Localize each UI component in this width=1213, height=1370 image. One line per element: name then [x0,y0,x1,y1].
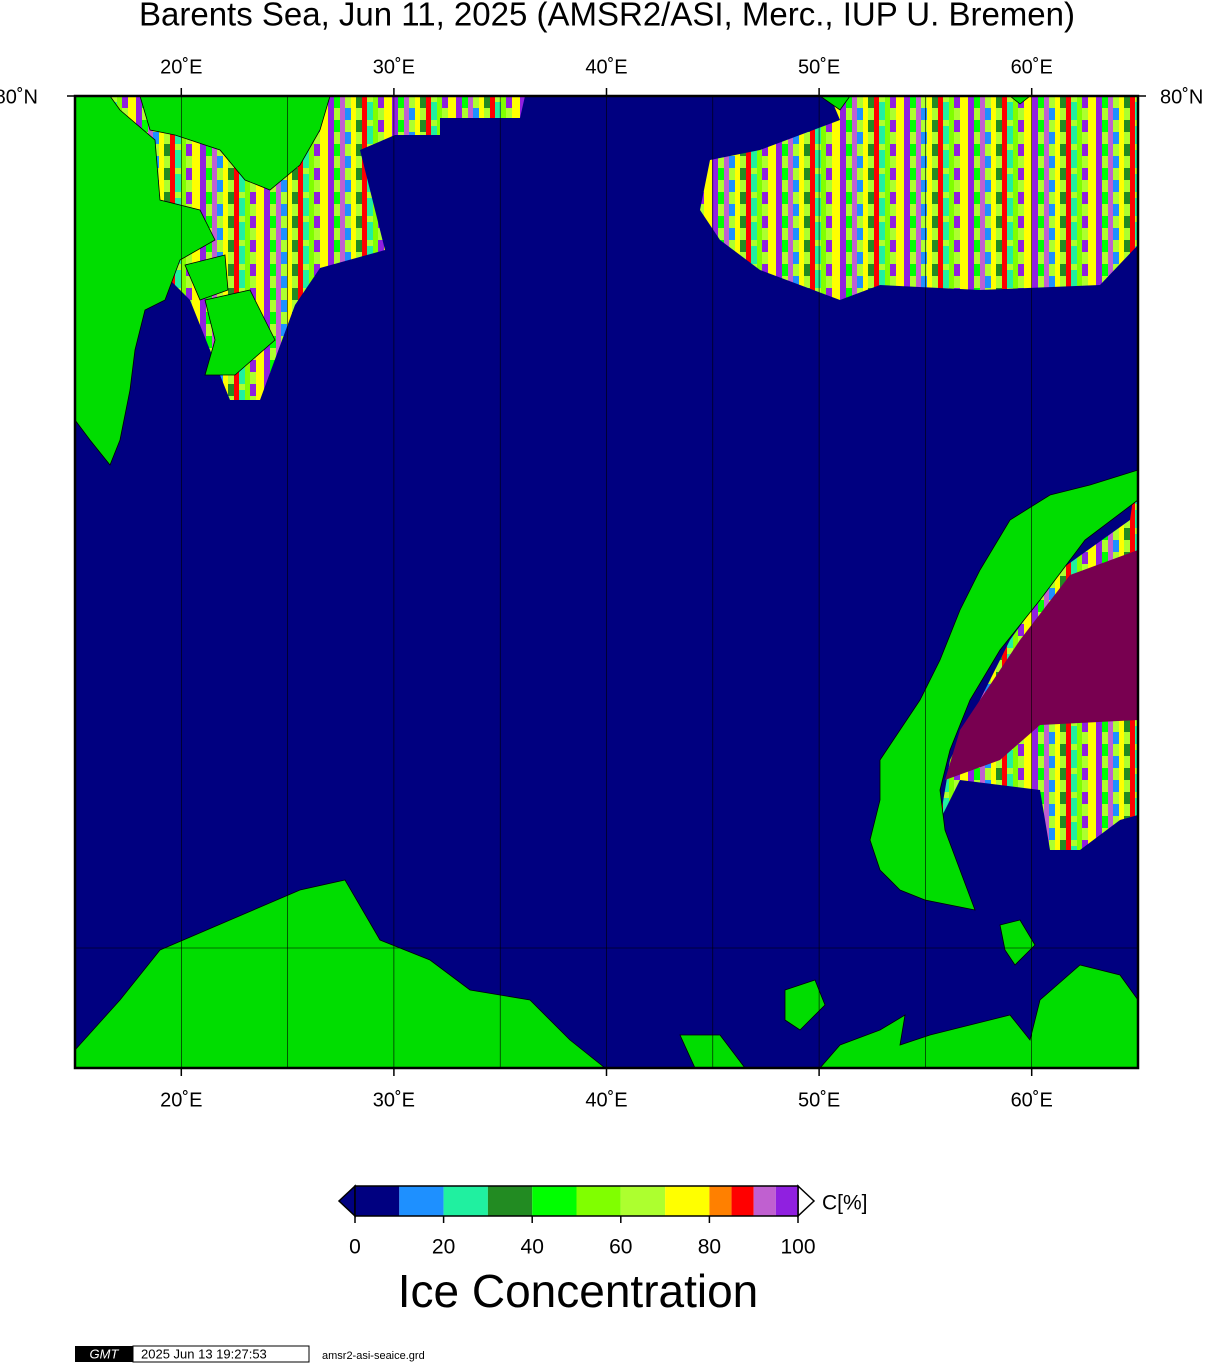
lon-label: 20˚E [160,56,202,78]
colorbar-segment [620,1186,666,1216]
land [999,919,1036,966]
colorbar-segment [753,1186,776,1216]
land [819,964,1139,1069]
colorbar-tick-label: 100 [780,1236,815,1259]
file-name: amsr2-asi-seaice.grd [322,1350,425,1362]
colorbar-tick-label: 20 [432,1236,455,1259]
colorbar-segment [355,1186,400,1216]
land [184,254,229,301]
lon-label: 50˚E [798,56,840,78]
lon-label: 50˚E [798,1089,840,1111]
colorbar-under [337,1184,356,1218]
colorbar-tick-label: 60 [609,1236,632,1259]
colorbar-tick-label: 80 [698,1236,721,1259]
lon-label: 60˚E [1011,56,1053,78]
colorbar-tick-label: 0 [349,1236,361,1259]
gmt-logo [75,1346,133,1362]
colorbar-segment [443,1186,488,1216]
lon-label: 20˚E [160,1089,202,1111]
map-title: Barents Sea, Jun 11, 2025 (AMSR2/ASI, Me… [139,0,1075,33]
colorbar-over [797,1184,816,1218]
lat-label: 80˚N [0,86,38,108]
colorbar-segment [665,1186,710,1216]
land [869,469,1139,911]
colorbar-unit: C[%] [822,1192,868,1215]
colorbar-segment [709,1186,732,1216]
colorbar-segment [487,1186,533,1216]
colorbar-segment [532,1186,577,1216]
lon-label: 40˚E [585,1089,627,1111]
land [204,289,276,376]
lon-label: 40˚E [585,56,627,78]
land [74,95,216,466]
land [74,879,607,1069]
lon-label: 60˚E [1011,1089,1053,1111]
timestamp: 2025 Jun 13 19:27:53 [141,1346,267,1361]
land [784,979,826,1031]
lon-label: 30˚E [373,56,415,78]
sea-ice [700,96,1138,300]
lat-label: 80˚N [1160,86,1203,108]
timestamp-box [132,1345,310,1363]
land [139,95,331,191]
lon-label: 30˚E [373,1089,415,1111]
colorbar-tick-label: 40 [521,1236,544,1259]
colorbar-segment [576,1186,621,1216]
sea-ice [945,550,1138,780]
colorbar-frame [354,1185,799,1217]
colorbar-segment [775,1186,798,1216]
map [74,95,1139,1069]
colorbar-segment [399,1186,444,1216]
colorbar-segment [731,1186,754,1216]
colorbar-label: Ice Concentration [398,1265,759,1317]
sea-ice [95,96,525,400]
gmt-logo-text: GMT [90,1346,120,1361]
